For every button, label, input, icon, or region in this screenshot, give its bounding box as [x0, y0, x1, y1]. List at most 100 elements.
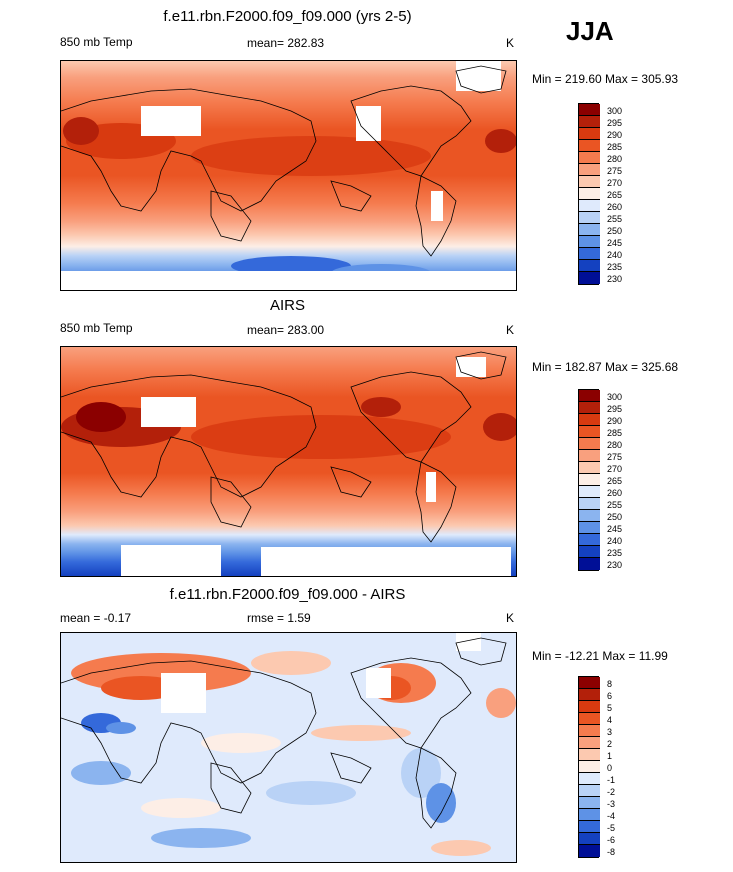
colorbar-swatch [579, 140, 600, 152]
colorbar-tick-label: 240 [607, 250, 623, 260]
colorbar-tick-label: 265 [607, 190, 623, 200]
panel-3-map [60, 632, 517, 863]
colorbar-swatch [579, 236, 600, 248]
panel-3-rmse-label: rmse = 1.59 [247, 611, 311, 625]
colorbar-tick-label: 260 [607, 202, 623, 212]
panel-1-title: f.e11.rbn.F2000.f09_f09.000 (yrs 2-5) [163, 8, 412, 25]
colorbar-swatch [579, 797, 600, 809]
colorbar-tick-label: 235 [607, 262, 623, 272]
colorbar-swatch [579, 785, 600, 797]
colorbar-swatch [579, 128, 600, 140]
colorbar-swatch [579, 737, 600, 749]
colorbar-swatch [579, 414, 600, 426]
panel-3-colorbar [578, 676, 600, 858]
panel-2-map-svg [61, 347, 516, 576]
colorbar-tick-label: 230 [607, 560, 623, 570]
colorbar-tick-label: 280 [607, 440, 623, 450]
colorbar-swatch [579, 260, 600, 272]
colorbar-tick-label: 290 [607, 416, 623, 426]
colorbar-tick-label: 1 [607, 751, 613, 761]
colorbar-swatch [579, 176, 600, 188]
colorbar-swatch [579, 224, 600, 236]
colorbar-swatch [579, 426, 600, 438]
panel-2-units-label: K [506, 323, 515, 337]
colorbar-swatch [579, 725, 600, 737]
colorbar-tick-label: 255 [607, 214, 623, 224]
colorbar-tick-label: 260 [607, 488, 623, 498]
colorbar-tick-label: 0 [607, 763, 613, 773]
colorbar-tick-label: 6 [607, 691, 613, 701]
season-label: JJA [566, 16, 614, 46]
colorbar-tick-label: 275 [607, 166, 623, 176]
colorbar-swatch [579, 116, 600, 128]
panel-3-units-label: K [506, 611, 515, 625]
colorbar-swatch [579, 689, 600, 701]
colorbar-swatch [579, 534, 600, 546]
panel-1-units-label: K [506, 36, 515, 50]
colorbar-swatch [579, 390, 600, 402]
colorbar-tick-label: 290 [607, 130, 623, 140]
colorbar-tick-label: 5 [607, 703, 613, 713]
colorbar-swatch [579, 558, 600, 570]
colorbar-swatch [579, 845, 600, 857]
colorbar-swatch [579, 104, 600, 116]
colorbar-tick-label: 240 [607, 536, 623, 546]
colorbar-swatch [579, 677, 600, 689]
colorbar-tick-label: 245 [607, 238, 623, 248]
colorbar-tick-label: 8 [607, 679, 613, 689]
colorbar-tick-label: 4 [607, 715, 613, 725]
colorbar-tick-label: -2 [607, 787, 616, 797]
colorbar-swatch [579, 272, 600, 284]
colorbar-tick-label: 285 [607, 428, 623, 438]
colorbar-tick-label: 270 [607, 464, 623, 474]
panel-3-map-svg [61, 633, 516, 862]
panel-1-colorbar [578, 103, 600, 285]
colorbar-swatch [579, 248, 600, 260]
colorbar-swatch [579, 522, 600, 534]
colorbar-swatch [579, 773, 600, 785]
colorbar-tick-label: 250 [607, 512, 623, 522]
colorbar-swatch [579, 510, 600, 522]
panel-1-map [60, 60, 517, 291]
colorbar-swatch [579, 713, 600, 725]
colorbar-tick-label: -3 [607, 799, 616, 809]
colorbar-tick-label: 275 [607, 452, 623, 462]
colorbar-swatch [579, 474, 600, 486]
colorbar-swatch [579, 498, 600, 510]
colorbar-tick-label: 230 [607, 274, 623, 284]
colorbar-swatch [579, 438, 600, 450]
panel-1-variable-label: 850 mb Temp [60, 35, 133, 49]
colorbar-tick-label: -1 [607, 775, 616, 785]
colorbar-tick-label: 300 [607, 106, 623, 116]
panel-2-map [60, 346, 517, 577]
colorbar-swatch [579, 200, 600, 212]
colorbar-swatch [579, 462, 600, 474]
colorbar-swatch [579, 809, 600, 821]
colorbar-swatch [579, 749, 600, 761]
colorbar-tick-label: 280 [607, 154, 623, 164]
panel-2-variable-label: 850 mb Temp [60, 321, 133, 335]
colorbar-tick-label: -6 [607, 835, 616, 845]
colorbar-tick-label: 255 [607, 500, 623, 510]
colorbar-tick-label: 250 [607, 226, 623, 236]
panel-3-title: f.e11.rbn.F2000.f09_f09.000 - AIRS [169, 586, 406, 603]
colorbar-swatch [579, 821, 600, 833]
colorbar-swatch [579, 164, 600, 176]
colorbar-swatch [579, 402, 600, 414]
colorbar-tick-label: 295 [607, 404, 623, 414]
colorbar-tick-label: 300 [607, 392, 623, 402]
colorbar-swatch [579, 833, 600, 845]
colorbar-swatch [579, 152, 600, 164]
panel-3-mean-label: mean = -0.17 [60, 611, 132, 625]
panel-2-colorbar [578, 389, 600, 571]
colorbar-swatch [579, 486, 600, 498]
colorbar-swatch [579, 450, 600, 462]
colorbar-tick-label: -8 [607, 847, 616, 857]
colorbar-tick-label: -4 [607, 811, 616, 821]
colorbar-tick-label: 265 [607, 476, 623, 486]
panel-2-mean-label: mean= 283.00 [247, 323, 325, 337]
panel-2-title: AIRS [269, 297, 305, 314]
panel-2-minmax: Min = 182.87 Max = 325.68 [532, 360, 679, 374]
colorbar-tick-label: 245 [607, 524, 623, 534]
colorbar-tick-label: 295 [607, 118, 623, 128]
